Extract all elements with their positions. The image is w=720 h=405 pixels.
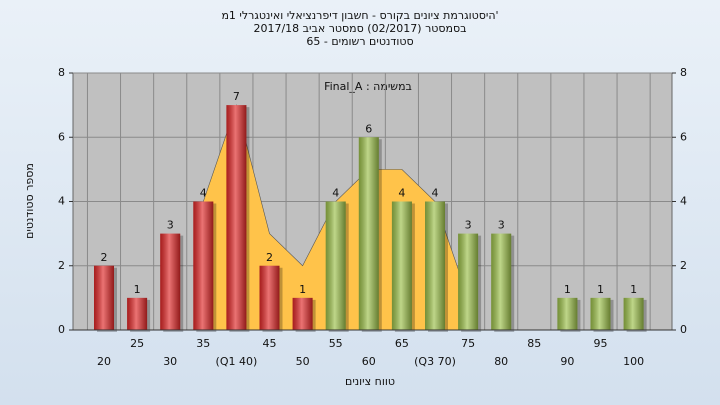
x-tick-label: (Q3 70) [414,355,456,368]
value-label: 1 [134,283,141,296]
annotation: Final_A : במשימה [324,80,412,93]
y-axis-label: מספר סטודנטים [23,163,36,239]
x-tick-label: 85 [527,337,541,350]
x-tick-label: 35 [196,337,210,350]
value-label: 3 [498,219,505,232]
chart-subtitle: 65 - סטודנטים רשומים [306,35,413,48]
y2-tick-label: 0 [680,323,687,336]
bar-shine [160,233,181,330]
y-tick-label: 8 [58,66,65,79]
y-tick-label: 4 [58,195,65,208]
value-label: 4 [398,187,405,200]
value-label: 4 [432,187,439,200]
value-label: 2 [101,251,108,264]
value-label: 1 [630,283,637,296]
value-label: 6 [365,122,372,135]
value-label: 1 [597,283,604,296]
y2-tick-label: 2 [680,259,687,272]
value-label: 4 [200,187,207,200]
bar-shine [425,201,445,330]
bar-shine [325,201,346,330]
bar-shine [226,105,247,330]
x-tick-label: 60 [362,355,376,368]
x-tick-label: 45 [263,337,277,350]
x-tick-label: 25 [130,337,144,350]
y2-tick-label: 6 [680,130,687,143]
bar-shine [292,297,313,330]
x-tick-label: 80 [494,355,508,368]
y-tick-label: 0 [58,323,65,336]
bar-shine [623,297,644,330]
x-tick-label: 90 [560,355,574,368]
value-label: 7 [233,90,240,103]
x-tick-label: (Q1 40) [216,355,258,368]
x-tick-label: 95 [594,337,608,350]
bar-shine [590,297,611,330]
y2-tick-label: 4 [680,195,687,208]
x-tick-label: 55 [329,337,343,350]
bar-shine [259,265,280,330]
y-tick-label: 6 [58,130,65,143]
bar-shine [458,233,479,330]
x-axis-label: טווח ציונים [345,375,395,388]
value-label: 1 [564,283,571,296]
bar-shine [391,201,412,330]
value-label: 3 [167,219,174,232]
x-tick-label: 30 [163,355,177,368]
bar-shine [491,233,512,330]
chart-subtitle: בסמסטר (02/2017) סמסטר אביב 2017/18 [253,22,466,35]
value-label: 2 [266,251,273,264]
value-label: 1 [299,283,306,296]
chart-title: היסטוגרמת ציונים בקורס - חשבון דיפרנציאל… [221,9,498,22]
value-label: 3 [465,219,472,232]
x-tick-label: 20 [97,355,111,368]
x-tick-label: 65 [395,337,409,350]
bar-shine [127,297,148,330]
bar-shine [193,201,214,330]
x-tick-label: 100 [623,355,644,368]
bar-shine [94,265,114,330]
x-tick-label: 75 [461,337,475,350]
bar-shine [557,297,578,330]
x-tick-label: 50 [296,355,310,368]
bar-shine [358,137,379,330]
y2-tick-label: 8 [680,66,687,79]
y-tick-label: 2 [58,259,65,272]
value-label: 4 [332,187,339,200]
